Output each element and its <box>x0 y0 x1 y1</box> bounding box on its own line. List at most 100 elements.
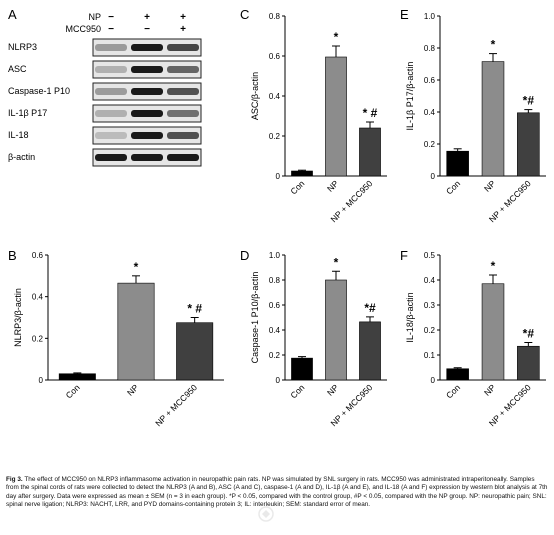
panel-c-bar <box>325 56 347 177</box>
blot-band <box>167 132 199 139</box>
panel-d-category-label: Con <box>288 382 306 400</box>
panel-b-significance-mark: * <box>134 260 139 274</box>
panel-e-category-label: Con <box>444 178 462 196</box>
condition-mark: + <box>180 24 186 35</box>
blot-band <box>167 88 199 95</box>
panel-f-y-tick-label: 0 <box>431 376 436 385</box>
panel-b-y-tick-label: 0.2 <box>32 334 44 343</box>
condition-mark: + <box>180 12 186 23</box>
panel-b-bar <box>176 322 214 381</box>
panel-b-significance-mark: * # <box>187 302 202 316</box>
condition-mark: − <box>108 24 114 35</box>
panel-f-category-label: Con <box>444 382 462 400</box>
blot-band <box>131 88 163 95</box>
panel-d-y-tick-label: 0 <box>276 376 281 385</box>
panel-c-y-tick-label: 0.8 <box>269 12 281 21</box>
panel-f-y-tick-label: 0.5 <box>424 251 436 260</box>
panel-f-bar <box>481 283 505 381</box>
panel-d-y-tick-label: 0.2 <box>269 351 281 360</box>
panel-d-y-tick-label: 0.6 <box>269 301 281 310</box>
panel-c-bar <box>291 170 313 177</box>
blot-band <box>95 110 127 117</box>
panel-b-bar <box>58 373 96 381</box>
band-label: IL-18 <box>8 130 29 140</box>
panel-c-significance-mark: * # <box>363 106 378 120</box>
panel-e-letter: E <box>400 7 409 22</box>
panel-f-y-tick-label: 0.2 <box>424 326 436 335</box>
panel-f-y-tick-label: 0.1 <box>424 351 436 360</box>
panel-b-y-label: NLRP3/β-actin <box>13 288 23 347</box>
band-label: β-actin <box>8 152 35 162</box>
panel-d-significance-mark: * <box>334 255 339 269</box>
condition-label: NP <box>88 12 101 22</box>
panel-b-y-tick-label: 0.4 <box>32 293 44 302</box>
band-label: IL-1β P17 <box>8 108 47 118</box>
panel-e-bar <box>517 112 540 177</box>
panel-e-y-tick-label: 0 <box>431 172 436 181</box>
panel-c-y-label: ASC/β-actin <box>250 72 260 120</box>
panel-e-bar <box>481 61 505 177</box>
blot-band <box>167 110 199 117</box>
condition-label: MCC950 <box>65 24 101 34</box>
blot-band <box>95 154 127 161</box>
panel-b-category-label: Con <box>64 382 82 400</box>
panel-e-y-tick-label: 0.6 <box>424 76 436 85</box>
panel-e-category-label: NP <box>482 178 498 194</box>
condition-mark: − <box>144 24 150 35</box>
blot-band <box>167 44 199 51</box>
panel-f-bar <box>517 345 540 381</box>
panel-e-y-tick-label: 1.0 <box>424 12 436 21</box>
panel-d-bar <box>325 279 347 381</box>
panel-f-y-tick-label: 0.3 <box>424 301 436 310</box>
condition-mark: − <box>108 12 114 23</box>
panel-c-category-label: NP <box>325 178 341 194</box>
figure-caption: Fig 3. The effect of MCC950 on NLRP3 inf… <box>6 476 548 509</box>
panel-b-y-tick-label: 0.6 <box>32 251 44 260</box>
band-label: ASC <box>8 64 27 74</box>
panel-f-letter: F <box>400 248 408 263</box>
panel-e-y-tick-label: 0.2 <box>424 140 436 149</box>
panel-d-category-label: NP <box>325 382 341 398</box>
blot-band <box>131 44 163 51</box>
panel-d-significance-mark: *# <box>364 301 376 315</box>
panel-e-y-label: IL-1β P17/β-actin <box>405 62 415 131</box>
blot-band <box>131 154 163 161</box>
panel-f-y-label: IL-18/β-actin <box>405 292 415 342</box>
panel-c-y-tick-label: 0.2 <box>269 132 281 141</box>
panel-e-y-tick-label: 0.8 <box>424 44 436 53</box>
panel-f-significance-mark: *# <box>523 327 535 341</box>
caption-text: The effect of MCC950 on NLRP3 inflammaso… <box>6 476 548 508</box>
blot-band <box>131 66 163 73</box>
panel-e-significance-mark: * <box>491 38 496 52</box>
panel-b-category-label: NP <box>125 382 141 398</box>
blot-band <box>95 44 127 51</box>
panel-d-bar <box>359 321 381 381</box>
panel-c-category-label: Con <box>288 178 306 196</box>
panel-b-category-label: NP + MCC950 <box>153 382 199 428</box>
blot-band <box>167 154 199 161</box>
band-label: Caspase-1 P10 <box>8 86 70 96</box>
blot-band <box>95 88 127 95</box>
panel-b-y-tick-label: 0 <box>39 376 44 385</box>
blot-band <box>131 110 163 117</box>
blot-band <box>95 132 127 139</box>
panel-f-y-tick-label: 0.4 <box>424 276 436 285</box>
panel-d-y-tick-label: 0.4 <box>269 326 281 335</box>
panel-c-y-tick-label: 0 <box>276 172 281 181</box>
panel-e-bar <box>446 150 469 177</box>
panel-c-letter: C <box>240 7 249 22</box>
panel-c-y-tick-label: 0.6 <box>269 52 281 61</box>
panel-c-y-tick-label: 0.4 <box>269 92 281 101</box>
panel-d-bar <box>291 357 313 381</box>
panel-f-bar <box>446 368 469 381</box>
blot-band <box>95 66 127 73</box>
panel-c-bar <box>359 127 381 177</box>
panel-e-y-tick-label: 0.4 <box>424 108 436 117</box>
panel-d-letter: D <box>240 248 249 263</box>
panel-letter-a: A <box>8 7 17 22</box>
panel-f-category-label: NP <box>482 382 498 398</box>
panel-b-letter: B <box>8 248 17 263</box>
panel-f-significance-mark: * <box>491 259 496 273</box>
panel-c-significance-mark: * <box>334 30 339 44</box>
